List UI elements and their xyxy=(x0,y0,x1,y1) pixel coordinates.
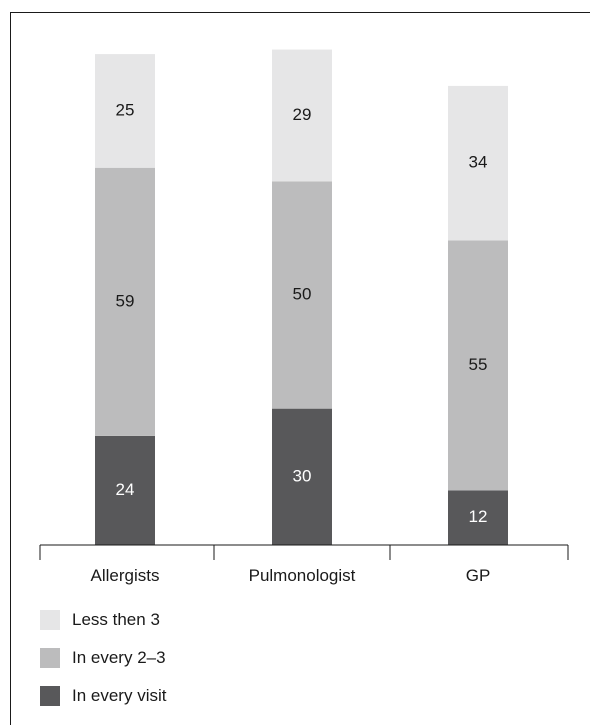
legend-label-in-every-2-3: In every 2–3 xyxy=(72,648,166,667)
bar-pulmonologist-less-then-3 xyxy=(272,49,332,182)
legend-item-in-every-2-3: In every 2–3 xyxy=(40,648,166,668)
data-label-pulmonologist-in-every-2-3: 50 xyxy=(293,284,312,303)
bar-gp-less-then-3 xyxy=(448,85,508,241)
legend: Less then 3 In every 2–3 In every visit xyxy=(40,610,166,724)
bar-allergists-in-every-2-3 xyxy=(95,167,155,436)
legend-label-in-every-visit: In every visit xyxy=(72,686,167,705)
legend-swatch-less-then-3 xyxy=(40,610,60,630)
bar-gp-in-every-visit xyxy=(448,490,508,545)
x-tick-label-gp: GP xyxy=(466,566,491,585)
data-label-gp-in-every-2-3: 55 xyxy=(469,355,488,374)
legend-swatch-in-every-2-3 xyxy=(40,648,60,668)
bar-pulmonologist-in-every-visit xyxy=(272,408,332,545)
data-label-gp-less-then-3: 34 xyxy=(469,153,488,172)
data-label-allergists-in-every-visit: 24 xyxy=(116,480,135,499)
legend-swatch-in-every-visit xyxy=(40,686,60,706)
chart-frame xyxy=(10,12,590,725)
stacked-bar-chart: 24 59 25 30 50 29 12 55 34 Allergists Pulmonologis… xyxy=(39,49,569,585)
data-label-pulmonologist-less-then-3: 29 xyxy=(293,105,312,124)
data-label-gp-in-every-visit: 12 xyxy=(469,507,488,526)
data-label-pulmonologist-in-every-visit: 30 xyxy=(293,466,312,485)
bar-allergists-in-every-visit xyxy=(95,435,155,545)
data-label-allergists-less-then-3: 25 xyxy=(116,100,135,119)
x-tick-label-allergists: Allergists xyxy=(91,566,160,585)
bar-pulmonologist-in-every-2-3 xyxy=(272,181,332,409)
x-tick-label-pulmonologist: Pulmonologist xyxy=(249,566,356,585)
legend-item-less-then-3: Less then 3 xyxy=(40,610,166,630)
data-label-allergists-in-every-2-3: 59 xyxy=(116,291,135,310)
bar-gp-in-every-2-3 xyxy=(448,240,508,491)
legend-label-less-then-3: Less then 3 xyxy=(72,610,160,629)
bar-allergists-less-then-3 xyxy=(95,54,155,168)
legend-item-in-every-visit: In every visit xyxy=(40,686,166,706)
